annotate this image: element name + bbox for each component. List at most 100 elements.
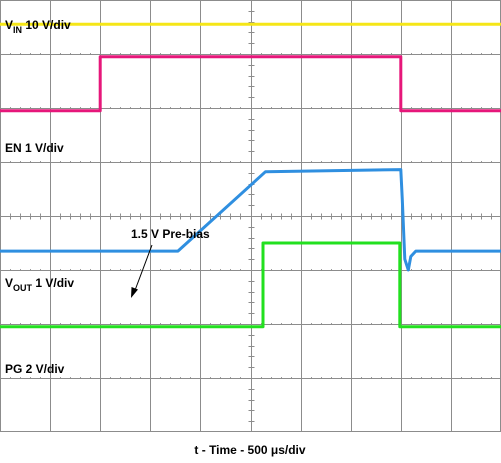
grid-dot <box>30 107 31 108</box>
grid-dot <box>431 107 432 108</box>
grid-dot <box>411 215 412 216</box>
grid-dot <box>311 161 312 162</box>
grid-dot <box>481 323 482 324</box>
grid-dot <box>80 161 81 162</box>
grid-dot <box>491 215 492 216</box>
grid-dot <box>321 107 322 108</box>
annotation-arrow <box>131 244 153 298</box>
grid-dot <box>140 269 141 270</box>
grid-dot <box>240 215 241 216</box>
grid-dot <box>481 161 482 162</box>
grid-dot <box>271 107 272 108</box>
grid-dot <box>110 161 111 162</box>
grid-dot <box>341 215 342 216</box>
grid-dot <box>411 161 412 162</box>
grid-dot <box>321 377 322 378</box>
grid-dot <box>481 215 482 216</box>
grid-dot <box>381 107 382 108</box>
series-label-vin: VIN 10 V/div <box>5 18 71 35</box>
grid-dot <box>70 269 71 270</box>
grid-dot <box>110 53 111 54</box>
grid-dot <box>281 269 282 270</box>
grid-dot <box>371 107 372 108</box>
grid-dot <box>140 107 141 108</box>
grid-dot <box>471 215 472 216</box>
grid-dot <box>90 269 91 270</box>
grid-dot <box>220 377 221 378</box>
grid-dot <box>421 215 422 216</box>
grid-dot <box>190 269 191 270</box>
grid-dot <box>30 377 31 378</box>
grid-dot <box>130 215 131 216</box>
grid-dot <box>60 107 61 108</box>
grid-dot <box>210 107 211 108</box>
grid-dot <box>240 269 241 270</box>
grid-dot <box>220 215 221 216</box>
grid-dot <box>281 323 282 324</box>
grid-dot <box>140 215 141 216</box>
grid-dot <box>30 215 31 216</box>
grid-dot <box>411 269 412 270</box>
grid-dot <box>230 377 231 378</box>
series-label-pg: PG 2 V/div <box>5 362 65 376</box>
grid-dot <box>481 269 482 270</box>
grid-dot <box>381 161 382 162</box>
grid-dot <box>60 323 61 324</box>
grid-dot <box>190 161 191 162</box>
grid-dot <box>431 269 432 270</box>
grid-dot <box>230 215 231 216</box>
grid-dot <box>10 377 11 378</box>
grid-dot <box>20 377 21 378</box>
grid-dot <box>281 215 282 216</box>
grid-dot <box>371 377 372 378</box>
grid-dot <box>371 161 372 162</box>
grid-dot <box>441 53 442 54</box>
grid-dot <box>60 377 61 378</box>
grid-dot <box>291 269 292 270</box>
grid-dot <box>10 161 11 162</box>
grid-dot <box>190 377 191 378</box>
grid-dot <box>361 269 362 270</box>
grid-dot <box>140 161 141 162</box>
grid-dot <box>110 107 111 108</box>
grid-dot <box>311 107 312 108</box>
grid-dot <box>120 323 121 324</box>
grid-dot <box>491 269 492 270</box>
grid-dot <box>110 215 111 216</box>
grid-dot <box>40 323 41 324</box>
grid-dot <box>421 323 422 324</box>
grid-dot <box>220 323 221 324</box>
grid-dot <box>491 323 492 324</box>
grid-dot <box>80 269 81 270</box>
grid-dot <box>160 269 161 270</box>
grid-dot <box>90 107 91 108</box>
grid-dot <box>291 53 292 54</box>
grid-dot <box>130 377 131 378</box>
grid-dot <box>361 377 362 378</box>
grid-dot <box>170 323 171 324</box>
grid-dot <box>210 269 211 270</box>
grid-dot <box>321 161 322 162</box>
grid-dot <box>20 269 21 270</box>
grid-dot <box>341 323 342 324</box>
grid-dot <box>431 377 432 378</box>
grid-dot <box>140 53 141 54</box>
grid-dot <box>210 377 211 378</box>
grid-dot <box>411 377 412 378</box>
grid-dot <box>261 107 262 108</box>
grid-dot <box>331 53 332 54</box>
grid-dot <box>70 161 71 162</box>
grid-dot <box>391 107 392 108</box>
grid-dot <box>120 377 121 378</box>
grid-dot <box>220 269 221 270</box>
grid-dot <box>481 107 482 108</box>
grid-dot <box>220 53 221 54</box>
grid-dot <box>90 53 91 54</box>
grid-dot <box>261 53 262 54</box>
grid-dot <box>311 323 312 324</box>
grid-dot <box>240 107 241 108</box>
grid-dot <box>230 53 231 54</box>
grid-dot <box>441 161 442 162</box>
grid-dot <box>321 215 322 216</box>
